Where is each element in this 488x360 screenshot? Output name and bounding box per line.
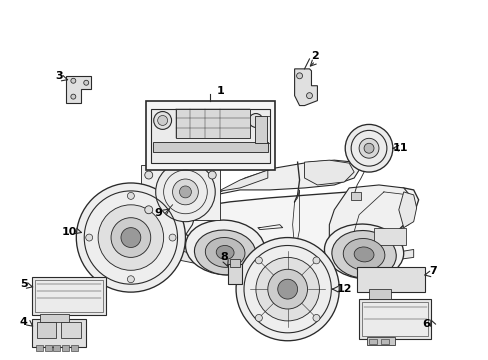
Bar bbox=[228, 264, 242, 284]
Bar bbox=[61, 322, 81, 338]
Bar bbox=[380, 339, 388, 344]
Bar bbox=[350, 192, 360, 200]
Text: 6: 6 bbox=[422, 319, 429, 329]
Bar bbox=[145, 100, 274, 170]
Bar bbox=[152, 142, 267, 152]
Ellipse shape bbox=[185, 220, 264, 275]
Text: 7: 7 bbox=[429, 266, 436, 276]
Bar bbox=[53, 345, 61, 351]
Circle shape bbox=[157, 116, 167, 125]
Text: 1: 1 bbox=[216, 86, 224, 96]
Circle shape bbox=[248, 113, 263, 127]
Polygon shape bbox=[212, 170, 267, 195]
Bar bbox=[366, 337, 394, 345]
Circle shape bbox=[306, 93, 312, 99]
Bar bbox=[373, 228, 405, 246]
Circle shape bbox=[172, 179, 198, 205]
Ellipse shape bbox=[216, 246, 234, 260]
Circle shape bbox=[127, 192, 134, 199]
Bar bbox=[32, 319, 86, 347]
Bar bbox=[37, 322, 56, 338]
Bar bbox=[40, 314, 69, 322]
Bar bbox=[71, 345, 78, 351]
Ellipse shape bbox=[353, 247, 373, 262]
Bar bbox=[35, 280, 103, 312]
Circle shape bbox=[85, 234, 93, 241]
Polygon shape bbox=[294, 69, 317, 105]
Text: 4: 4 bbox=[20, 317, 28, 327]
Polygon shape bbox=[165, 188, 418, 255]
Circle shape bbox=[179, 186, 191, 198]
Bar bbox=[175, 109, 249, 138]
Text: 11: 11 bbox=[392, 143, 407, 153]
Polygon shape bbox=[328, 185, 413, 247]
Circle shape bbox=[255, 314, 262, 321]
Text: 3: 3 bbox=[56, 71, 63, 81]
Circle shape bbox=[364, 143, 373, 153]
Circle shape bbox=[144, 171, 152, 179]
Circle shape bbox=[121, 228, 141, 247]
Circle shape bbox=[255, 257, 319, 321]
Polygon shape bbox=[163, 215, 195, 247]
Bar bbox=[361, 302, 427, 336]
Polygon shape bbox=[170, 249, 413, 269]
Circle shape bbox=[236, 238, 339, 341]
Polygon shape bbox=[66, 76, 91, 103]
Circle shape bbox=[296, 73, 302, 79]
Circle shape bbox=[255, 257, 262, 264]
Ellipse shape bbox=[205, 238, 244, 267]
Circle shape bbox=[277, 279, 297, 299]
Bar bbox=[141, 165, 220, 220]
Bar bbox=[356, 267, 424, 292]
Bar bbox=[230, 260, 240, 267]
Circle shape bbox=[312, 257, 319, 264]
Bar bbox=[368, 289, 390, 299]
Bar bbox=[358, 299, 429, 339]
Circle shape bbox=[267, 269, 307, 309]
Circle shape bbox=[358, 138, 378, 158]
Circle shape bbox=[144, 206, 152, 214]
Circle shape bbox=[208, 171, 216, 179]
Circle shape bbox=[155, 162, 215, 222]
Polygon shape bbox=[304, 160, 353, 185]
Circle shape bbox=[169, 234, 176, 241]
Circle shape bbox=[312, 314, 319, 321]
Text: 2: 2 bbox=[311, 51, 319, 61]
Circle shape bbox=[76, 183, 185, 292]
Bar bbox=[368, 339, 376, 344]
Bar bbox=[44, 345, 51, 351]
Ellipse shape bbox=[324, 224, 403, 279]
Ellipse shape bbox=[331, 230, 395, 278]
Circle shape bbox=[98, 205, 163, 270]
Ellipse shape bbox=[343, 239, 384, 270]
Circle shape bbox=[127, 276, 134, 283]
Circle shape bbox=[111, 218, 150, 257]
Text: 9: 9 bbox=[154, 208, 163, 218]
Circle shape bbox=[83, 80, 88, 85]
Text: 8: 8 bbox=[220, 252, 227, 262]
Bar bbox=[150, 109, 269, 163]
Text: 10: 10 bbox=[61, 226, 77, 237]
Bar bbox=[254, 116, 266, 143]
Circle shape bbox=[345, 125, 392, 172]
Text: 12: 12 bbox=[336, 284, 351, 294]
Ellipse shape bbox=[194, 230, 255, 275]
Polygon shape bbox=[398, 192, 416, 228]
Circle shape bbox=[71, 94, 76, 99]
Bar bbox=[32, 277, 106, 315]
Circle shape bbox=[153, 112, 171, 129]
Bar bbox=[36, 345, 42, 351]
Circle shape bbox=[71, 78, 76, 83]
Polygon shape bbox=[200, 160, 358, 205]
Text: 5: 5 bbox=[20, 279, 27, 289]
Bar bbox=[62, 345, 69, 351]
